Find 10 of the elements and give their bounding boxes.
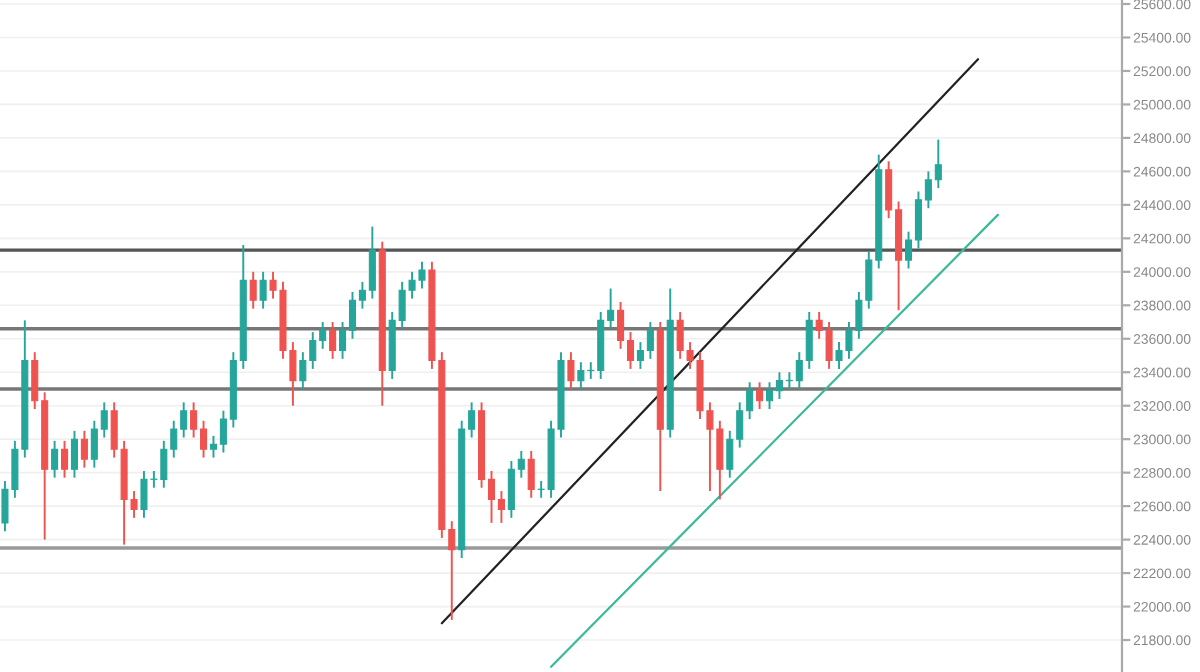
candlestick (70, 429, 79, 479)
candlestick (249, 270, 257, 310)
candlestick (61, 439, 69, 479)
candlestick (329, 321, 337, 360)
candlestick (80, 429, 88, 469)
candlestick (259, 270, 267, 310)
candlestick (756, 381, 764, 411)
candlestick (51, 439, 59, 479)
candlestick (567, 351, 575, 390)
candlestick (527, 449, 535, 499)
